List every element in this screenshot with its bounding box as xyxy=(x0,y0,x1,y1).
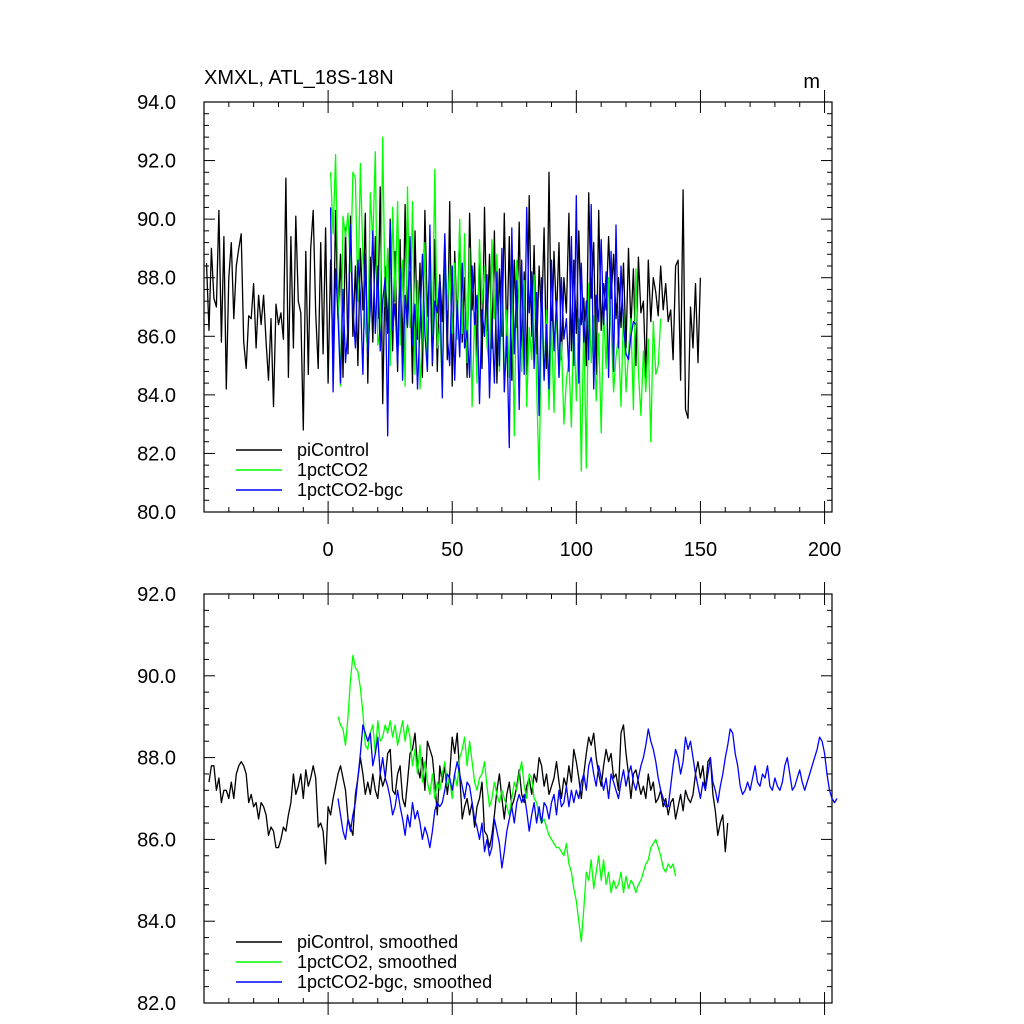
x-tick-label: 100 xyxy=(560,539,593,561)
y-tick-label: 92.0 xyxy=(137,151,176,173)
y-tick-label: 84.0 xyxy=(137,385,176,407)
plot-frame xyxy=(203,101,833,513)
y-tick-label: 90.0 xyxy=(137,209,176,231)
series-line-1pctco2-smoothed xyxy=(337,654,677,943)
legend-label: piControl, smoothed xyxy=(297,932,458,952)
y-tick-label: 94.0 xyxy=(137,92,176,114)
x-tick-label: 200 xyxy=(808,539,841,561)
y-tick-label: 84.0 xyxy=(137,911,176,933)
chart-title: XMXL, ATL_18S-18N xyxy=(204,67,394,89)
y-tick-label: 82.0 xyxy=(137,443,176,465)
y-tick-label: 92.0 xyxy=(137,584,176,606)
y-tick-label: 90.0 xyxy=(137,666,176,688)
x-tick-label: 150 xyxy=(684,539,717,561)
legend-label: piControl xyxy=(297,440,369,460)
bottom-panel: 82.0 84.0 86.0 88.0 90.0 92.0 piControl, smoot… xyxy=(137,582,838,1015)
units-label: m xyxy=(803,71,820,93)
y-tick-label: 88.0 xyxy=(137,268,176,290)
legend-label: 1pctCO2-bgc, smoothed xyxy=(297,972,492,992)
series-line-1pctco2-bgc xyxy=(329,195,637,449)
y-tick-label: 86.0 xyxy=(137,326,176,348)
y-tick-label: 86.0 xyxy=(137,829,176,851)
series-line-picontrol-smoothed xyxy=(208,724,729,865)
legend-label: 1pctCO2, smoothed xyxy=(297,952,457,972)
legend-label: 1pctCO2 xyxy=(297,460,368,480)
x-tick-label: 0 xyxy=(323,539,334,561)
legend-label: 1pctCO2-bgc xyxy=(297,480,403,500)
top-panel: XMXL, ATL_18S-18N m 80.0 82.0 84.0 86.0 88.0… xyxy=(137,67,841,561)
series-line-1pctco2-bgc-smoothed xyxy=(337,724,838,869)
y-tick-label: 80.0 xyxy=(137,502,176,524)
x-tick-label: 50 xyxy=(441,539,463,561)
y-tick-label: 88.0 xyxy=(137,748,176,770)
y-tick-label: 82.0 xyxy=(137,993,176,1015)
